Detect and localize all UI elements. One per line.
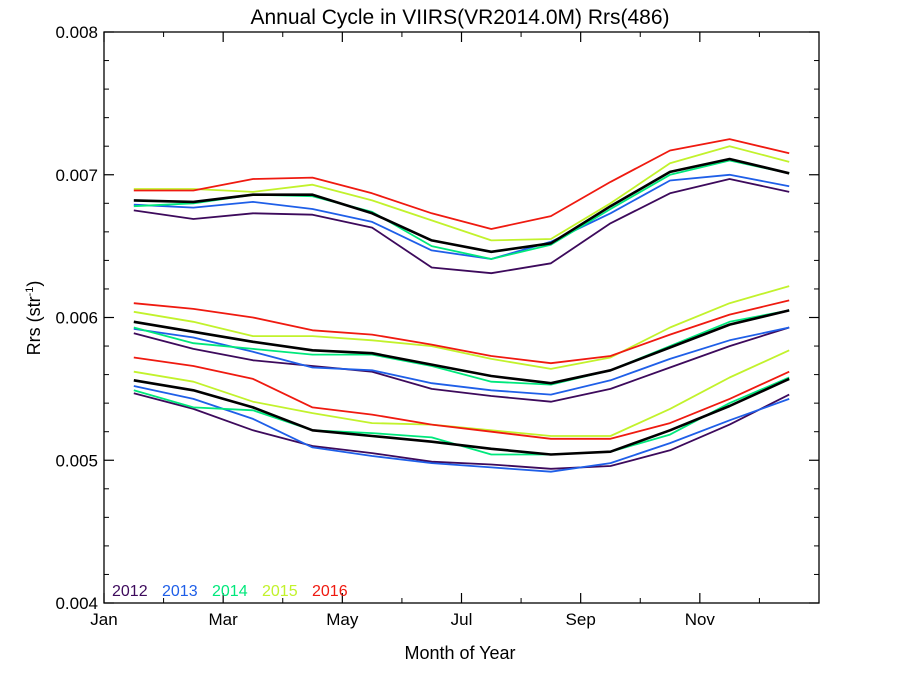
y-tick-label-0: 0.004 [55, 594, 98, 613]
ticks-layer: Jan Mar May Jul Sep Nov 0.004 0.005 0.006 0.007 0.… [55, 23, 819, 629]
series-line-lower-mean [133, 377, 790, 456]
x-tick-label-jan: Jan [90, 610, 117, 629]
y-axis-label-main: Rrs (str [24, 296, 44, 355]
series-line-upper-2013 [133, 173, 790, 260]
y-tick-label-4: 0.008 [55, 23, 98, 42]
series-line-upper-2012 [133, 178, 790, 275]
series-line-lower-2016 [133, 356, 790, 440]
x-axis-label: Month of Year [404, 643, 515, 663]
legend-entry-2015: 2015 [262, 583, 298, 600]
chart-title: Annual Cycle in VIIRS(VR2014.0M) Rrs(486… [251, 6, 670, 29]
series-line-middle-mean [133, 309, 790, 385]
series-line-middle-2014 [133, 309, 790, 386]
x-tick-label-jul: Jul [451, 610, 473, 629]
x-tick-label-sep: Sep [566, 610, 596, 629]
legend-entry-2013: 2013 [162, 583, 198, 600]
y-tick-label-2: 0.006 [55, 309, 98, 328]
series-line-upper-mean [133, 157, 790, 254]
legend-entry-2014: 2014 [212, 583, 248, 600]
series-line-lower-2013 [133, 385, 790, 473]
series-line-upper-2016 [133, 138, 790, 230]
series-line-upper-2015 [133, 145, 790, 242]
series-line-middle-2012 [133, 326, 790, 403]
legend-entry-2012: 2012 [112, 583, 148, 600]
x-tick-label-may: May [326, 610, 359, 629]
y-tick-label-1: 0.005 [55, 451, 98, 470]
y-tick-label-3: 0.007 [55, 166, 98, 185]
series-line-lower-2012 [133, 392, 790, 470]
series-line-middle-2015 [133, 285, 790, 370]
series-layer [133, 138, 790, 473]
y-axis-label-close: ) [24, 281, 44, 287]
legend: 2012 2013 2014 2015 2016 [112, 583, 348, 600]
x-tick-label-nov: Nov [685, 610, 716, 629]
series-line-middle-2016 [133, 299, 790, 365]
series-line-middle-2013 [133, 326, 790, 396]
y-axis-label-superscript: -1 [24, 287, 36, 297]
legend-entry-2016: 2016 [312, 583, 348, 600]
y-axis-label: Rrs (str-1) [24, 281, 44, 356]
x-tick-label-mar: Mar [209, 610, 239, 629]
